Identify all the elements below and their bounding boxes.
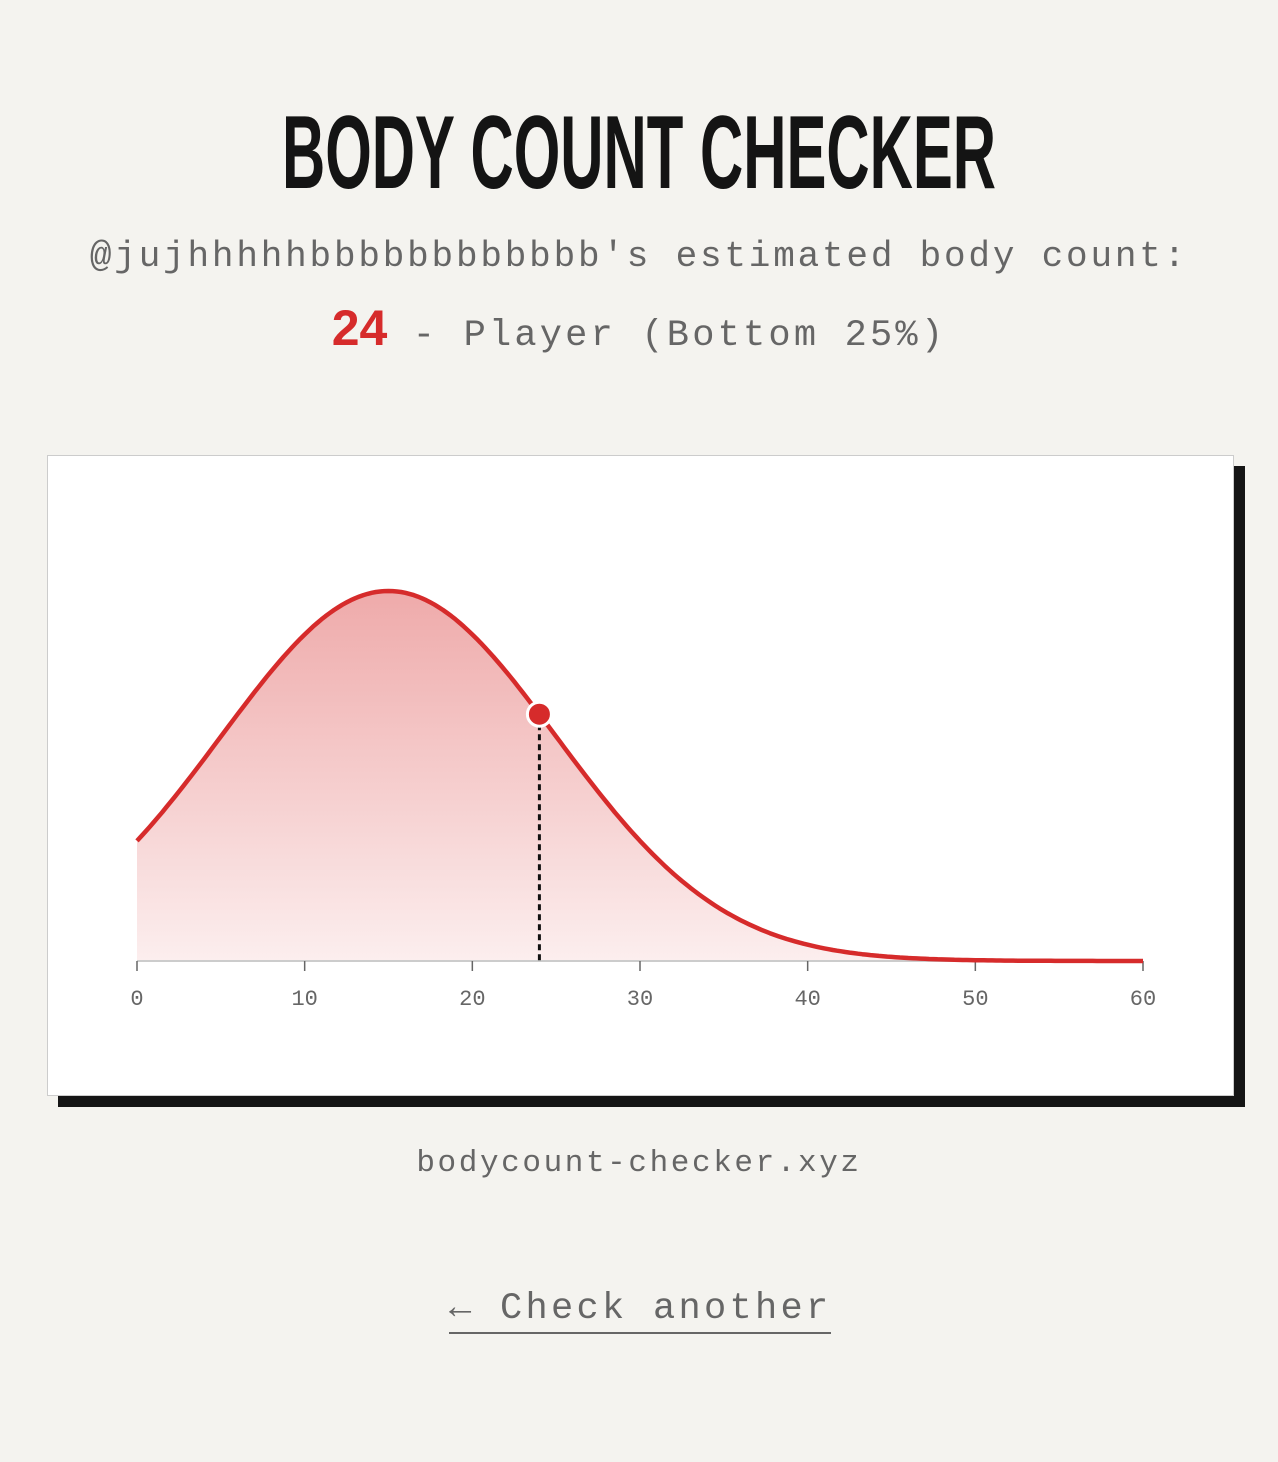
area-fill — [137, 591, 1143, 961]
distribution-chart: 0 10 20 30 40 50 60 — [130, 588, 1156, 1012]
x-tick-label-60: 60 — [1130, 987, 1156, 1012]
result-line: 24 - Player (Bottom 25%) — [0, 300, 1278, 364]
x-tick-label-20: 20 — [459, 987, 485, 1012]
x-tick-label-50: 50 — [962, 987, 988, 1012]
check-another-link[interactable]: ← Check another — [449, 1286, 831, 1334]
x-tick-label-30: 30 — [627, 987, 653, 1012]
user-marker-point — [525, 700, 553, 728]
body-count-value: 24 — [331, 300, 388, 356]
chart-card: 0 10 20 30 40 50 60 — [47, 455, 1234, 1096]
x-tick-label-40: 40 — [794, 987, 820, 1012]
x-tick-label-0: 0 — [130, 987, 143, 1012]
title-wrap: BODY COUNT CHECKER — [282, 100, 996, 210]
distribution-curve — [135, 588, 1143, 964]
page-title: BODY COUNT CHECKER — [282, 100, 996, 210]
result-category: - Player (Bottom 25%) — [387, 315, 947, 357]
site-url: bodycount-checker.xyz — [416, 1146, 862, 1181]
subtitle: @jujhhhhhbbbbbbbbbbbb's estimated body c… — [89, 236, 1189, 277]
x-tick-label-10: 10 — [291, 987, 317, 1012]
